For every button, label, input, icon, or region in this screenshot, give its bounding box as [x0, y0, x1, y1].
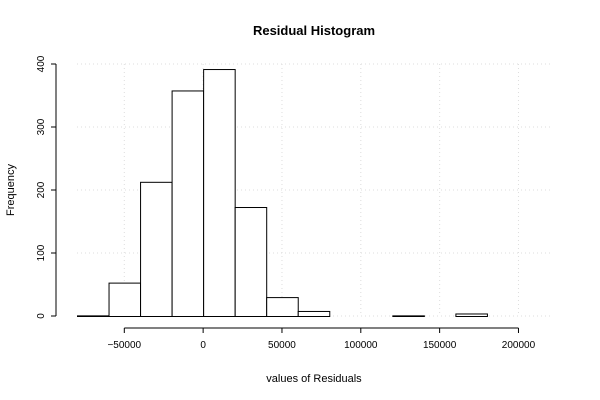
x-tick-label-2: 50000: [268, 340, 296, 351]
x-tick-label-4: 150000: [423, 340, 457, 351]
y-axis-label: Frequency: [5, 164, 17, 216]
y-tick-label-3: 300: [36, 118, 47, 135]
y-tick-label-2: 200: [36, 181, 47, 198]
x-axis-label: values of Residuals: [266, 373, 362, 385]
y-tick-label-0: 0: [36, 313, 47, 319]
chart-title: Residual Histogram: [253, 23, 375, 38]
histogram-bar-1: [108, 282, 142, 317]
x-tick-label-5: 200000: [502, 340, 536, 351]
y-tick-label-4: 400: [36, 55, 47, 72]
histogram-bar-10: [392, 315, 425, 317]
y-axis: 0 100 200 300 400: [36, 55, 57, 319]
histogram-bar-0: [77, 315, 110, 317]
x-axis: −50000 0 50000 100000 150000 200000: [107, 327, 536, 351]
y-tick-label-1: 100: [36, 244, 47, 261]
histogram-bar-12: [455, 313, 488, 318]
histogram-bar-4: [203, 69, 236, 318]
x-tick-label-3: 100000: [344, 340, 378, 351]
histogram-bar-7: [297, 310, 331, 317]
histogram-bar-6: [266, 297, 299, 318]
histogram-bar-2: [140, 181, 173, 317]
x-tick-label-0: −50000: [107, 340, 141, 351]
bars: [77, 69, 488, 318]
histogram-bar-5: [234, 207, 268, 317]
histogram-bar-3: [171, 90, 205, 317]
x-tick-label-1: 0: [200, 340, 206, 351]
